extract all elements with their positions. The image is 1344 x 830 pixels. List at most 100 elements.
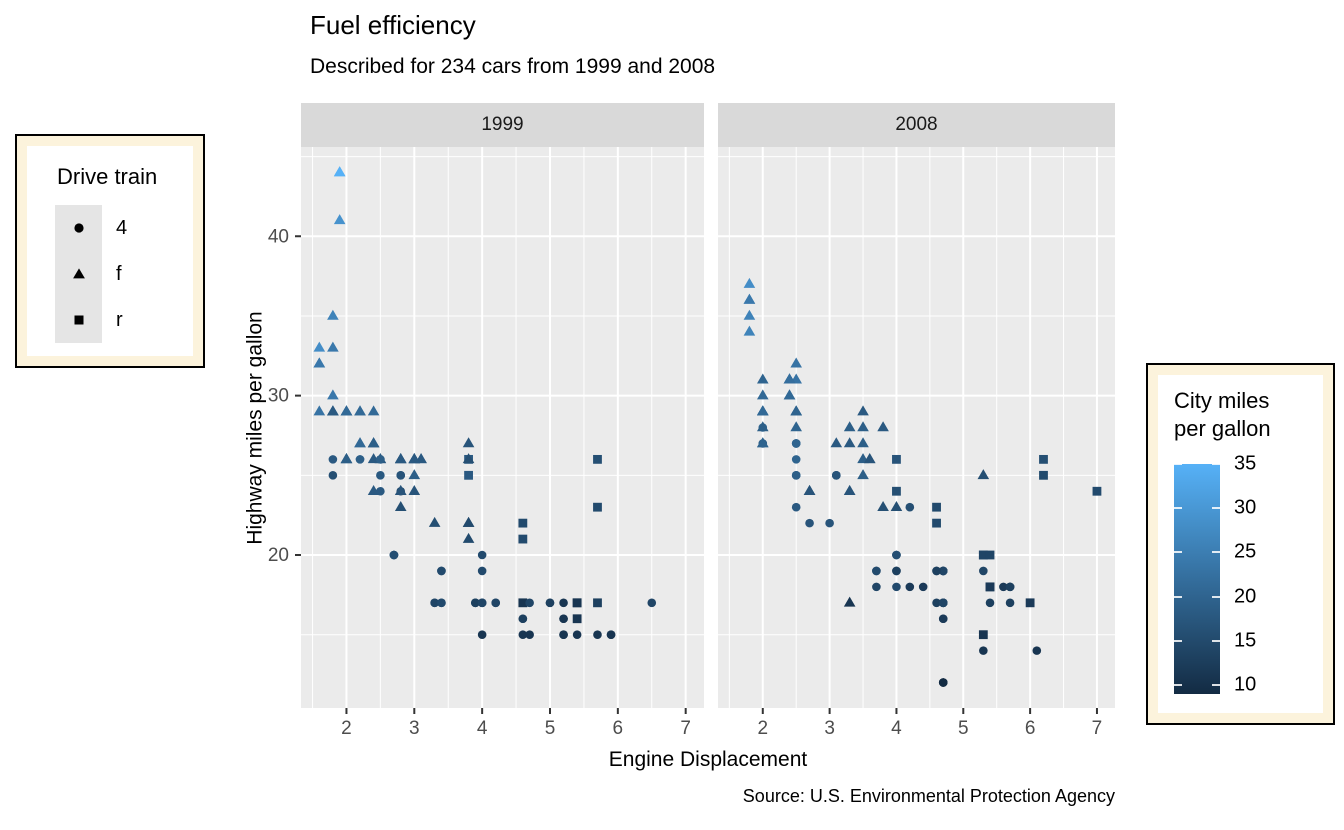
data-point [803,485,816,496]
x-tick-label: 5 [545,718,556,739]
data-point [863,453,876,464]
data-point [328,455,338,464]
colorbar-tick [1212,507,1220,510]
data-point [892,550,901,560]
data-point [437,598,446,608]
data-point [327,405,339,416]
data-point [756,389,769,400]
data-point [1032,646,1042,655]
data-point [978,550,988,560]
data-point [606,630,616,639]
x-tick-label: 6 [613,718,624,739]
colorbar-tick-label: 20 [1234,585,1257,608]
facet-strip-1999: 1999 [301,103,704,147]
x-tick-label: 4 [477,718,488,739]
data-point [408,469,421,480]
data-point [525,630,534,639]
data-point [545,598,555,608]
data-point [756,421,769,432]
data-point [831,471,841,480]
data-point [572,614,582,624]
data-point [428,516,441,527]
y-tick-label: 40 [268,226,289,247]
x-tick-label: 5 [958,718,969,739]
data-point [938,598,948,608]
facet-strip-label: 1999 [481,114,524,135]
colorbar-tick [1212,639,1220,642]
data-point [593,630,602,639]
colorbar-tick-label: 15 [1234,629,1257,652]
data-point [518,614,528,624]
data-point [394,485,407,496]
data-point [340,453,353,464]
x-tick-label: 4 [891,718,902,739]
triangle-icon [55,267,102,281]
data-point [471,598,480,608]
y-tick-label: 30 [268,386,289,407]
data-point [843,421,856,432]
x-axis-title: Engine Displacement [608,748,808,771]
data-point [477,550,487,560]
data-point [394,453,407,464]
circle-icon [55,221,102,235]
data-point [408,453,421,464]
facet-strip-label: 2008 [895,114,938,135]
data-point [872,566,881,576]
data-point [857,469,869,480]
x-tick-label: 3 [409,718,420,739]
plot-subtitle: Described for 234 cars from 1999 and 200… [310,55,716,78]
data-point [783,389,796,400]
legend-item-label: f [116,262,122,285]
data-point [593,454,602,464]
colorbar-tick-label: 35 [1234,452,1257,475]
colorbar-tick [1174,595,1182,598]
colorbar-tick [1212,595,1220,598]
data-point [857,405,869,416]
data-point [333,166,346,177]
data-point [890,500,903,511]
drive-train-legend: Drive train 4 f r [15,134,205,368]
data-point [918,582,928,592]
square-icon [55,313,102,327]
y-axis-title: Highway miles per gallon [244,310,268,545]
data-point [389,550,399,560]
data-point [518,598,528,608]
data-point [1092,486,1102,496]
data-point [791,439,801,448]
data-point [491,598,501,608]
panel-background [718,147,1115,708]
data-point [354,437,366,448]
colorbar-gradient [1174,464,1220,694]
data-point [938,614,948,624]
data-point [979,566,988,576]
data-point [978,630,988,640]
data-point [1005,598,1015,608]
colorbar-tick-label: 10 [1234,673,1257,696]
colorbar-tick [1212,463,1220,465]
data-point [559,614,568,624]
panel-background [301,147,704,708]
data-point [977,469,990,480]
facet-strip-2008: 2008 [718,103,1115,147]
data-point [376,471,385,480]
data-point [477,566,487,576]
data-point [932,566,941,576]
data-point [743,277,756,288]
colorbar-tick [1212,551,1220,554]
data-point [830,437,843,448]
data-point [985,582,995,592]
data-point [464,470,473,480]
data-point [877,421,889,432]
data-point [805,518,814,528]
data-point [518,518,528,528]
drive-train-legend-inner: Drive train 4 f r [27,146,193,356]
city-mpg-legend: City miles per gallon 35 30 25 20 15 10 [1146,363,1335,725]
colorbar-tick [1212,684,1220,687]
data-point [328,471,338,480]
data-point [932,502,941,512]
x-tick-label: 6 [1025,718,1036,739]
colorbar-tick [1174,507,1182,510]
data-point [932,598,941,608]
